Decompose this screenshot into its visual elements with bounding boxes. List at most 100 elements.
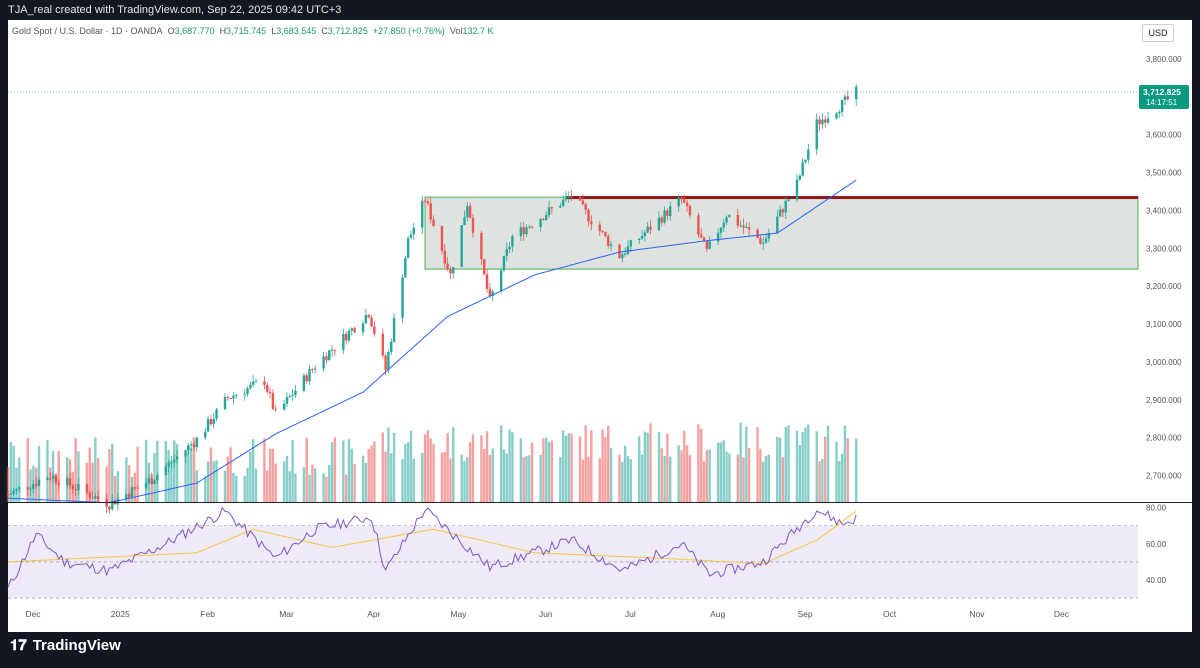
candle-body [742, 225, 745, 228]
candle-body [508, 246, 511, 250]
candle-body [835, 113, 838, 119]
candle-body [344, 333, 348, 341]
candle-body [542, 218, 545, 220]
top-caption-bar: TJA_real created with TradingView.com, S… [0, 0, 1200, 20]
candle-body [251, 381, 255, 385]
volume-bar [702, 461, 706, 502]
volume-bar [846, 438, 849, 502]
volume-bar [308, 474, 311, 502]
volume-bar [249, 451, 252, 502]
candle-body [604, 231, 607, 237]
volume-bar [719, 442, 723, 502]
candle-body [843, 96, 847, 100]
candle-body [539, 218, 542, 228]
high-label: H [219, 26, 227, 36]
candle-body [725, 217, 728, 223]
volume-bar [361, 455, 365, 502]
price-axis-tick-label: 3,800.000 [1146, 55, 1182, 64]
time-axis-tick-label: Jul [625, 609, 636, 619]
footer-bar [0, 632, 1200, 668]
volume-bar [153, 452, 156, 502]
close-label: C [321, 26, 328, 36]
candle-body [680, 197, 683, 199]
candle-body [9, 493, 13, 495]
candle-body [460, 225, 463, 267]
volume-bar [443, 452, 446, 502]
volume-bar [618, 454, 621, 502]
volume-bar [787, 425, 790, 502]
volume-bar [150, 474, 153, 502]
candle-body [519, 227, 523, 237]
candle-body [268, 391, 272, 394]
volume-bar [547, 441, 551, 502]
volume-bar [88, 447, 91, 502]
volume-bar [91, 462, 94, 502]
symbol-legend: Gold Spot / U.S. Dollar · 1D · OANDA O3,… [12, 26, 493, 36]
candle-body [111, 500, 114, 510]
candle-body [153, 480, 156, 485]
volume-bar [325, 476, 328, 502]
volume-bar [111, 443, 114, 502]
volume-bar [776, 436, 779, 502]
volume-bar [328, 464, 331, 502]
candle-body [192, 444, 196, 448]
volume-bar [736, 454, 740, 502]
volume-bar [767, 454, 771, 502]
candle-body [567, 196, 570, 198]
candle-body [528, 226, 531, 228]
candle-body [223, 397, 227, 410]
time-axis-tick-label: Dec [25, 609, 41, 619]
volume-bar [113, 476, 117, 502]
candle-body [483, 259, 486, 275]
volume-bar [680, 450, 683, 502]
volume-bar [173, 440, 176, 502]
candle-body [581, 200, 585, 205]
candle-body [150, 478, 153, 485]
countdown-text: 14:17:51 [1146, 98, 1178, 107]
candle-body [249, 384, 252, 389]
low-value: 3,683.545 [276, 26, 317, 36]
candle-body [54, 475, 58, 483]
volume-bar [49, 467, 52, 502]
candle-body [561, 199, 565, 207]
candle-body [308, 369, 311, 382]
volume-bar [187, 445, 190, 502]
time-axis-tick-label: Nov [969, 609, 985, 619]
volume-bar [401, 459, 404, 502]
volume-bar [677, 445, 680, 502]
candle-body [285, 397, 289, 404]
volume-bar [271, 448, 275, 502]
time-axis-tick-label: 2025 [111, 609, 130, 619]
candle-body [815, 119, 818, 150]
volume-bar [759, 448, 762, 502]
volume-bar [192, 437, 196, 502]
price-axis-tick-label: 3,500.000 [1146, 169, 1182, 178]
volume-bar [212, 461, 215, 502]
volume-bar [522, 457, 525, 502]
currency-button[interactable]: USD [1142, 24, 1174, 42]
volume-bar [105, 466, 108, 502]
volume-bar [406, 442, 410, 502]
volume-bar [700, 428, 703, 502]
volume-bar [235, 475, 238, 502]
tradingview-logo[interactable]: 𝟏𝟕 TradingView [10, 637, 121, 654]
volume-bar [189, 448, 193, 502]
candle-body [6, 494, 10, 496]
candle-body [246, 388, 249, 395]
volume-bar [6, 467, 10, 502]
candle-body [502, 255, 506, 271]
candle-body [18, 487, 21, 489]
candle-body [364, 315, 368, 324]
candle-body [367, 315, 370, 318]
volume-bar [170, 460, 173, 502]
candle-body [184, 450, 187, 457]
volume-bar [688, 455, 692, 502]
candle-body [601, 231, 604, 233]
candle-body [409, 234, 413, 239]
price-chart[interactable]: 3,800.0003,700.0003,600.0003,500.0003,40… [0, 0, 1200, 632]
volume-bar [144, 439, 148, 502]
price-axis-tick-label: 3,300.000 [1146, 244, 1182, 253]
volume-bar [429, 438, 432, 502]
candle-body [716, 232, 720, 242]
volume-bar [629, 459, 632, 502]
